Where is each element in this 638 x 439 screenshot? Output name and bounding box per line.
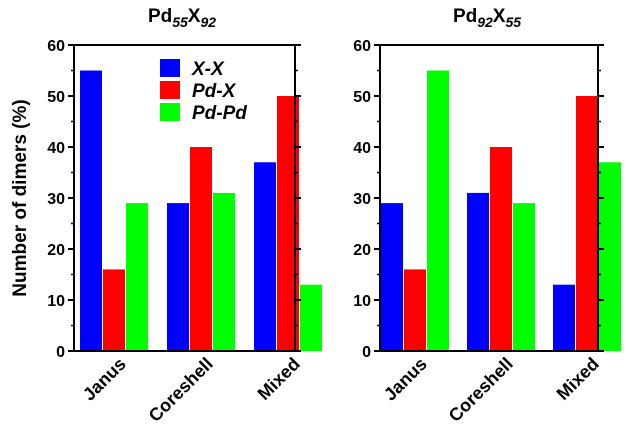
bar-x-x-coreshell bbox=[467, 192, 489, 351]
y-tick-label: 20 bbox=[353, 242, 371, 259]
bar-pd-pd-mixed bbox=[300, 284, 322, 351]
category-label: Coreshell bbox=[145, 354, 217, 426]
chart-panel-pd55x92: Pd55X92 Janus Coreshell Mixed 0 10 20 30 40 50 60 bbox=[47, 6, 322, 426]
title-base: Pd bbox=[453, 6, 477, 27]
legend-label-pd-pd: Pd-Pd bbox=[192, 103, 247, 124]
bar-pd-pd-janus bbox=[126, 203, 148, 351]
title-mid: X bbox=[188, 6, 201, 27]
bar-pd-x-coreshell bbox=[490, 147, 512, 351]
y-tick-label: 0 bbox=[56, 344, 65, 361]
category-label: Mixed bbox=[553, 354, 603, 404]
y-tick-label: 10 bbox=[47, 293, 65, 310]
legend-label-pd-x: Pd-X bbox=[192, 81, 237, 102]
y-tick-label: 30 bbox=[47, 191, 65, 208]
bar-pd-pd-coreshell bbox=[513, 203, 535, 351]
title-sub2: 92 bbox=[200, 14, 216, 30]
bar-x-x-mixed bbox=[553, 284, 575, 351]
bar-x-x-coreshell bbox=[167, 203, 189, 351]
legend-swatch-x-x bbox=[160, 59, 180, 77]
chart-panel-pd92x55: Pd92X55 Janus Coreshell Mixed 0 10 20 30 40 50 60 bbox=[353, 6, 621, 426]
category-label: Coreshell bbox=[445, 354, 517, 426]
y-tick-label: 30 bbox=[353, 191, 371, 208]
y-tick-label: 50 bbox=[353, 89, 371, 106]
title-sub1: 92 bbox=[477, 14, 493, 30]
y-tick-label: 40 bbox=[47, 140, 65, 157]
bar-pd-x-mixed bbox=[576, 96, 598, 351]
bar-pd-pd-mixed bbox=[599, 162, 621, 351]
bar-pd-x-coreshell bbox=[190, 147, 212, 351]
y-tick-label: 50 bbox=[47, 89, 65, 106]
legend: X-XPd-XPd-Pd bbox=[160, 59, 247, 124]
y-tick-label: 60 bbox=[47, 38, 65, 55]
bar-x-x-janus bbox=[80, 70, 102, 351]
y-axis-label: Number of dimers (%) bbox=[10, 99, 31, 296]
title-mid: X bbox=[493, 6, 506, 27]
plot-marks: Janus Coreshell Mixed 0 10 20 30 40 50 60 bbox=[353, 38, 621, 426]
y-tick-label: 40 bbox=[353, 140, 371, 157]
legend-label-x-x: X-X bbox=[191, 59, 225, 80]
y-tick-label: 20 bbox=[47, 242, 65, 259]
title-sub2: 55 bbox=[505, 14, 521, 30]
y-tick-label: 60 bbox=[353, 38, 371, 55]
bar-pd-pd-janus bbox=[427, 70, 449, 351]
category-label: Janus bbox=[380, 354, 431, 405]
y-tick-label: 10 bbox=[353, 293, 371, 310]
title-base: Pd bbox=[148, 6, 172, 27]
legend-swatch-pd-x bbox=[160, 81, 180, 99]
bar-x-x-mixed bbox=[254, 162, 276, 351]
category-label: Janus bbox=[79, 354, 130, 405]
title-sub1: 55 bbox=[172, 14, 188, 30]
bar-x-x-janus bbox=[381, 203, 403, 351]
plot-marks: Janus Coreshell Mixed 0 10 20 30 40 50 60 bbox=[47, 38, 322, 426]
category-label: Mixed bbox=[254, 354, 304, 404]
bar-pd-x-janus bbox=[103, 269, 125, 351]
bar-pd-x-janus bbox=[404, 269, 426, 351]
bar-pd-x-mixed bbox=[277, 96, 299, 351]
bar-pd-pd-coreshell bbox=[213, 192, 235, 351]
y-tick-label: 0 bbox=[362, 344, 371, 361]
legend-swatch-pd-pd bbox=[160, 103, 180, 121]
chart-title: Pd92X55 bbox=[453, 6, 521, 30]
chart-title: Pd55X92 bbox=[148, 6, 216, 30]
